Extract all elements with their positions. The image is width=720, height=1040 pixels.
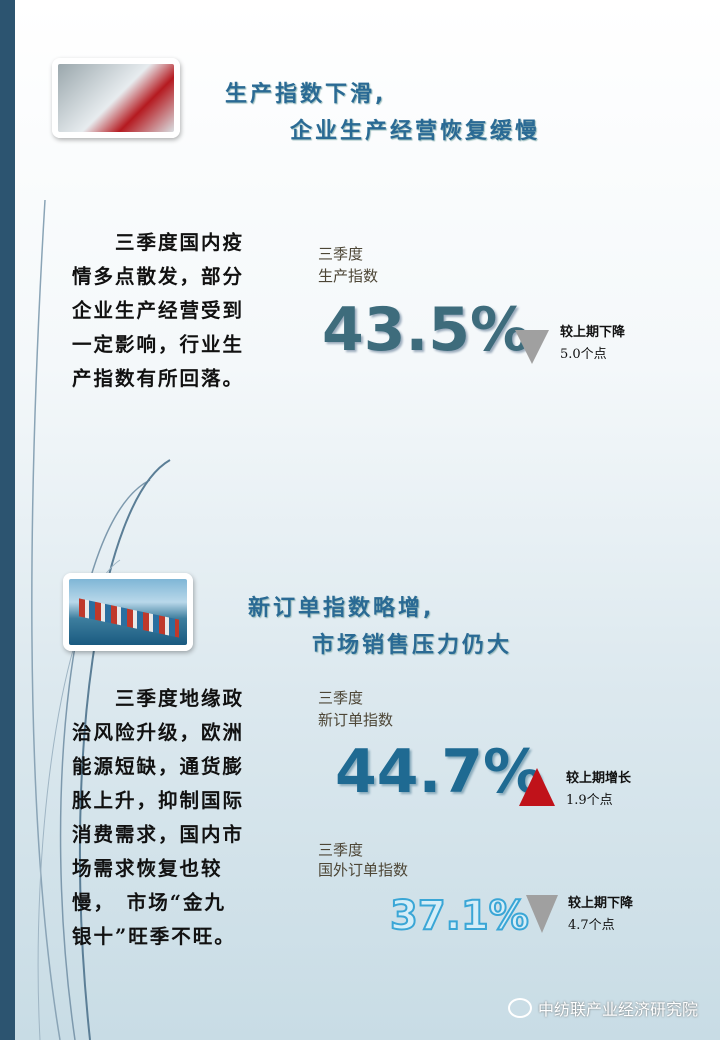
index1-label2: 新订单指数: [318, 711, 394, 729]
left-stripe: [0, 0, 15, 1040]
cargo-ship-photo: [63, 573, 193, 651]
index1-change1: 较上期增长: [566, 771, 632, 786]
index2-label1: 三季度: [318, 841, 364, 859]
index2-change2: 4.7个点: [568, 918, 615, 933]
production-index-value: 43.5%: [322, 295, 531, 365]
index2-label2: 国外订单指数: [318, 861, 409, 879]
section1-title-line1: 生产指数下滑,: [225, 82, 387, 107]
watermark-text: 中纺联产业经济研究院: [537, 1000, 698, 1019]
wechat-icon: [507, 998, 532, 1018]
section1-change2: 5.0个点: [560, 347, 607, 362]
factory-photo: [52, 58, 180, 138]
index1-label1: 三季度: [318, 689, 364, 707]
section2-body: 三季度地缘政治风险升级，欧洲能源短缺，通货膨胀上升，抑制国际消费需求，国内市场需…: [72, 687, 245, 948]
section1-label2: 生产指数: [318, 267, 379, 285]
section1-body: 三季度国内疫情多点散发，部分企业生产经营受到一定影响，行业生产指数有所回落。: [72, 231, 245, 390]
section1-label1: 三季度: [318, 245, 364, 263]
down-triangle-icon: [526, 895, 558, 933]
section2-title-line2: 市场销售压力仍大: [312, 633, 513, 658]
index2-change1: 较上期下降: [568, 896, 634, 911]
watermark: 中纺联产业经济研究院: [507, 996, 698, 1020]
export-orders-index-value: 37.1%: [389, 892, 530, 940]
index1-change2: 1.9个点: [566, 793, 613, 808]
section1-title-line2: 企业生产经营恢复缓慢: [290, 119, 541, 144]
section1-change1: 较上期下降: [560, 325, 626, 340]
down-triangle-icon: [515, 330, 549, 364]
up-triangle-icon: [519, 768, 555, 806]
new-orders-index-value: 44.7%: [335, 737, 544, 807]
section2-title-line1: 新订单指数略增,: [248, 596, 435, 621]
